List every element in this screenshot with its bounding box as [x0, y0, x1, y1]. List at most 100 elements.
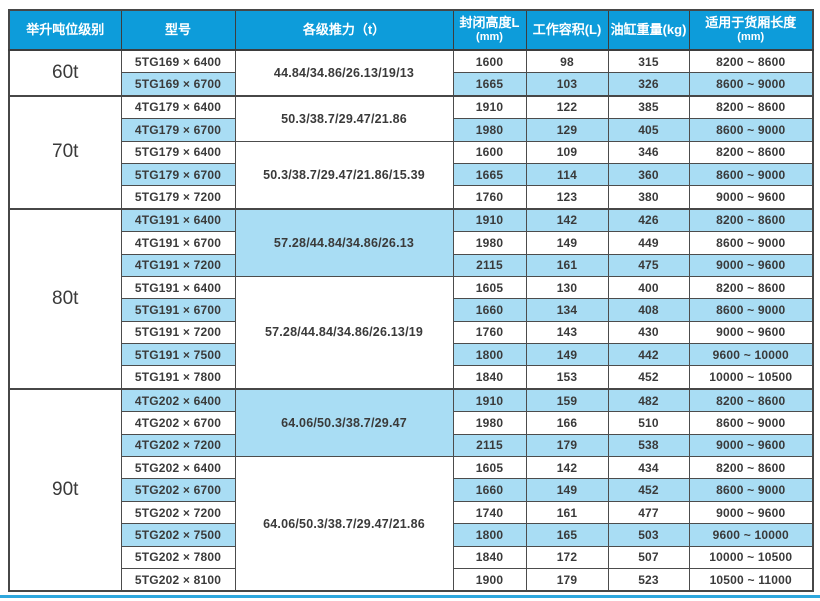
volume-cell: 161 [525, 253, 609, 277]
weight-cell: 510 [607, 411, 690, 435]
table-row: 5TG202 × 7500 1800 165 503 9600 ~ 10000 [9, 523, 814, 547]
volume-cell: 109 [525, 140, 609, 164]
volume-cell: 123 [525, 185, 609, 210]
model-cell: 4TG202 × 6400 [120, 387, 236, 413]
height-cell: 1600 [452, 140, 527, 164]
volume-cell: 122 [525, 94, 609, 120]
volume-cell: 153 [525, 365, 609, 390]
model-cell: 4TG202 × 6700 [120, 411, 236, 435]
volume-cell: 159 [525, 387, 609, 413]
height-cell: 1910 [452, 387, 527, 413]
box-length-cell: 9000 ~ 9600 [688, 253, 814, 277]
volume-cell: 149 [525, 343, 609, 367]
table-row: 5TG202 × 6400 64.06/50.3/38.7/29.47/21.86… [9, 456, 814, 592]
table-row: 4TG191 × 6700 1980 149 449 8600 ~ 9000 [9, 231, 814, 255]
volume-cell: 129 [525, 118, 609, 142]
box-length-cell: 9000 ~ 9600 [688, 433, 814, 458]
box-length-cell: 8200 ~ 8600 [688, 387, 814, 413]
column-header-tonnage-class: 举升吨位级别 [8, 9, 122, 51]
volume-cell: 130 [525, 275, 609, 300]
height-cell: 1605 [452, 275, 527, 300]
height-cell: 1660 [452, 478, 527, 502]
table-row: 5TG169 × 6700 1665 103 326 8600 ~ 9000 [9, 72, 814, 97]
column-header-model: 型号 [120, 9, 236, 51]
box-length-cell: 9000 ~ 9600 [688, 185, 814, 210]
table-body: 60t 5TG169 × 6400 44.84/34.86/26.13/19/13 1… [8, 49, 814, 592]
column-header-unit: (mm) [476, 31, 503, 44]
weight-cell: 449 [607, 231, 690, 255]
height-cell: 1760 [452, 185, 527, 210]
volume-cell: 161 [525, 500, 609, 525]
table-row: 90t 4TG202 × 6400 64.06/50.3/38.7/29.47 191… [8, 387, 814, 592]
model-cell: 4TG179 × 6400 [120, 94, 236, 120]
box-length-cell: 9000 ~ 9600 [688, 500, 814, 525]
thrust-cell: 50.3/38.7/29.47/21.86/15.39 [234, 140, 454, 210]
weight-cell: 434 [607, 456, 690, 480]
thrust-cell: 64.06/50.3/38.7/29.47 [234, 387, 454, 458]
weight-cell: 452 [607, 478, 690, 502]
height-cell: 1910 [452, 207, 527, 233]
box-length-cell: 8200 ~ 8600 [688, 94, 814, 120]
column-header-cylinder-weight: 油缸重量(kg) [607, 9, 690, 51]
box-length-cell: 8200 ~ 8600 [688, 275, 814, 300]
table-row: 5TG202 × 8100 1900 179 523 10500 ~ 11000 [9, 567, 814, 592]
box-length-cell: 8600 ~ 9000 [688, 231, 814, 255]
column-header-label: 工作容积(L) [532, 21, 602, 37]
height-cell: 1980 [452, 231, 527, 255]
column-header-label: 各级推力（t） [302, 21, 386, 37]
model-cell: 4TG191 × 6700 [120, 231, 236, 255]
table-row: 5TG191 × 7800 1840 153 452 10000 ~ 10500 [9, 365, 814, 390]
table-row: 4TG202 × 6700 1980 166 510 8600 ~ 9000 [9, 411, 814, 435]
tonnage-cell: 70t [8, 94, 122, 210]
column-header-stage-thrust: 各级推力（t） [234, 9, 454, 51]
model-cell: 4TG179 × 6700 [120, 118, 236, 142]
volume-cell: 134 [525, 298, 609, 322]
table-row: 4TG202 × 7200 2115 179 538 9000 ~ 9600 [9, 433, 814, 458]
weight-cell: 452 [607, 365, 690, 390]
weight-cell: 523 [607, 567, 690, 592]
volume-cell: 149 [525, 478, 609, 502]
weight-cell: 426 [607, 207, 690, 233]
tonnage-cell: 90t [8, 387, 122, 592]
volume-cell: 103 [525, 72, 609, 97]
model-cell: 4TG191 × 7200 [120, 253, 236, 277]
volume-cell: 166 [525, 411, 609, 435]
column-header-label: 封闭高度L [459, 15, 520, 31]
volume-cell: 179 [525, 567, 609, 592]
volume-cell: 143 [525, 320, 609, 345]
table-row: 5TG179 × 7200 1760 123 380 9000 ~ 9600 [9, 185, 814, 210]
weight-cell: 346 [607, 140, 690, 164]
height-cell: 1840 [452, 545, 527, 569]
column-header-working-volume: 工作容积(L) [525, 9, 609, 51]
volume-cell: 114 [525, 162, 609, 187]
weight-cell: 482 [607, 387, 690, 413]
weight-cell: 430 [607, 320, 690, 345]
weight-cell: 315 [607, 49, 690, 74]
height-cell: 1800 [452, 343, 527, 367]
weight-cell: 400 [607, 275, 690, 300]
weight-cell: 326 [607, 72, 690, 97]
volume-cell: 142 [525, 207, 609, 233]
height-cell: 1600 [452, 49, 527, 74]
volume-cell: 149 [525, 231, 609, 255]
column-header-label: 举升吨位级别 [26, 21, 105, 37]
column-header-closed-height: 封闭高度L (mm) [452, 9, 527, 51]
weight-cell: 475 [607, 253, 690, 277]
table-row: 5TG191 × 7500 1800 149 442 9600 ~ 10000 [9, 343, 814, 367]
height-cell: 1900 [452, 567, 527, 592]
thrust-cell: 64.06/50.3/38.7/29.47/21.86 [234, 456, 454, 592]
model-cell: 5TG202 × 7200 [120, 500, 236, 525]
box-length-cell: 9600 ~ 10000 [688, 343, 814, 367]
weight-cell: 507 [607, 545, 690, 569]
height-cell: 1980 [452, 411, 527, 435]
thrust-cell: 57.28/44.84/34.86/26.13 [234, 207, 454, 277]
table-row: 5TG191 × 6700 1660 134 408 8600 ~ 9000 [9, 298, 814, 322]
weight-cell: 405 [607, 118, 690, 142]
model-cell: 5TG202 × 7800 [120, 545, 236, 569]
box-length-cell: 9000 ~ 9600 [688, 320, 814, 345]
box-length-cell: 8600 ~ 9000 [688, 478, 814, 502]
box-length-cell: 10000 ~ 10500 [688, 545, 814, 569]
box-length-cell: 8200 ~ 8600 [688, 456, 814, 480]
column-header-label: 适用于货厢长度 [705, 15, 797, 31]
weight-cell: 380 [607, 185, 690, 210]
